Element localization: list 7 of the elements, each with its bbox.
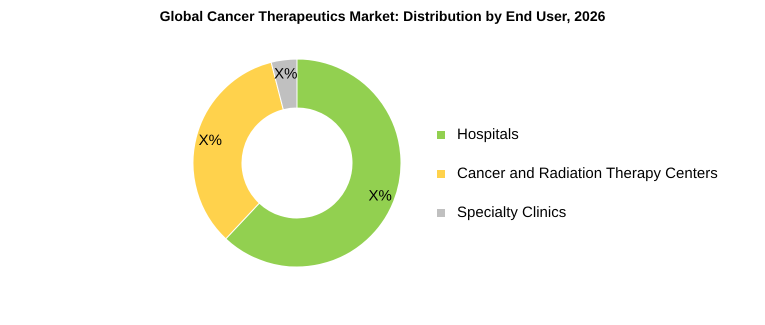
legend-label: Cancer and Radiation Therapy Centers [457, 165, 718, 182]
chart-title: Global Cancer Therapeutics Market: Distribution by End User, 2026 [158, 8, 606, 26]
legend-label: Specialty Clinics [457, 204, 566, 221]
data-label: X% [274, 66, 298, 83]
legend-label: Hospitals [457, 126, 519, 143]
data-label: X% [368, 187, 392, 204]
data-label: X% [198, 132, 222, 150]
